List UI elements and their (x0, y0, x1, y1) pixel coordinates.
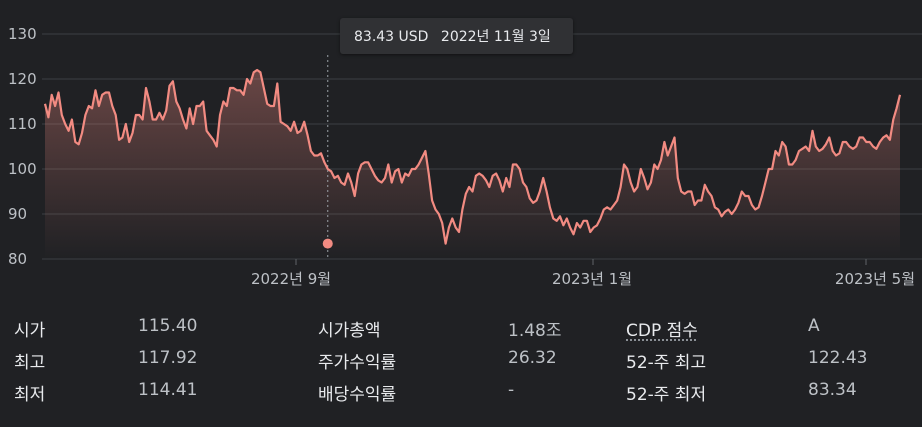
y-tick-label: 100 (8, 160, 37, 178)
stat-value-open: 115.40 (138, 316, 198, 336)
y-tick-label: 90 (8, 205, 27, 223)
stat-value-52w-high: 122.43 (808, 348, 868, 368)
x-tick-label: 2023년 1월 (552, 270, 632, 288)
stat-value-market-cap: 1.48조 (508, 321, 562, 341)
y-tick-label: 120 (8, 70, 37, 88)
tooltip-value: 83.43 USD (354, 29, 429, 45)
stat-label-cdp-score[interactable]: CDP 점수 (626, 321, 698, 341)
y-tick-label: 110 (8, 115, 37, 133)
stat-label-52w-low: 52-주 최저 (626, 385, 707, 405)
highlight-point (322, 238, 333, 249)
x-tick-label: 2023년 5월 (835, 270, 915, 288)
x-tick-label: 2022년 9월 (251, 270, 331, 288)
stat-value-52w-low: 83.34 (808, 380, 857, 400)
stat-label-open: 시가 (14, 321, 46, 341)
stat-value-cdp-score: A (808, 316, 820, 336)
stat-value-low: 114.41 (138, 380, 198, 400)
stat-value-dividend-yield: - (508, 380, 515, 400)
x-axis: 2022년 9월 2023년 1월 2023년 5월 (251, 259, 915, 288)
price-tooltip: 83.43 USD 2022년 11월 3일 (340, 18, 573, 54)
y-tick-label: 80 (8, 250, 27, 268)
stat-value-high: 117.92 (138, 348, 198, 368)
stat-label-low: 최저 (14, 385, 46, 405)
stats-row-low: 최저 114.41 배당수익률 - 52-주 최저 83.34 (0, 376, 922, 406)
stat-label-dividend-yield: 배당수익률 (318, 385, 397, 405)
stats-table: 시가 115.40 시가총액 1.48조 CDP 점수 A 최고 117.92 … (0, 312, 922, 422)
stat-label-52w-high: 52-주 최고 (626, 353, 707, 373)
price-chart[interactable]: 80 90 100 110 120 130 2022년 9월 2023년 1월 2023년 5… (0, 0, 922, 300)
stat-label-high: 최고 (14, 353, 46, 373)
stat-value-pe-ratio: 26.32 (508, 348, 557, 368)
y-tick-label: 130 (8, 25, 37, 43)
stat-label-market-cap: 시가총액 (318, 321, 381, 341)
price-area (45, 70, 900, 259)
tooltip-date: 2022년 11월 3일 (440, 29, 551, 45)
stats-row-open: 시가 115.40 시가총액 1.48조 CDP 점수 A (0, 312, 922, 342)
stat-label-pe-ratio: 주가수익률 (318, 353, 397, 373)
y-axis: 80 90 100 110 120 130 (8, 25, 37, 268)
stats-row-high: 최고 117.92 주가수익률 26.32 52-주 최고 122.43 (0, 344, 922, 374)
price-line (43, 68, 902, 245)
